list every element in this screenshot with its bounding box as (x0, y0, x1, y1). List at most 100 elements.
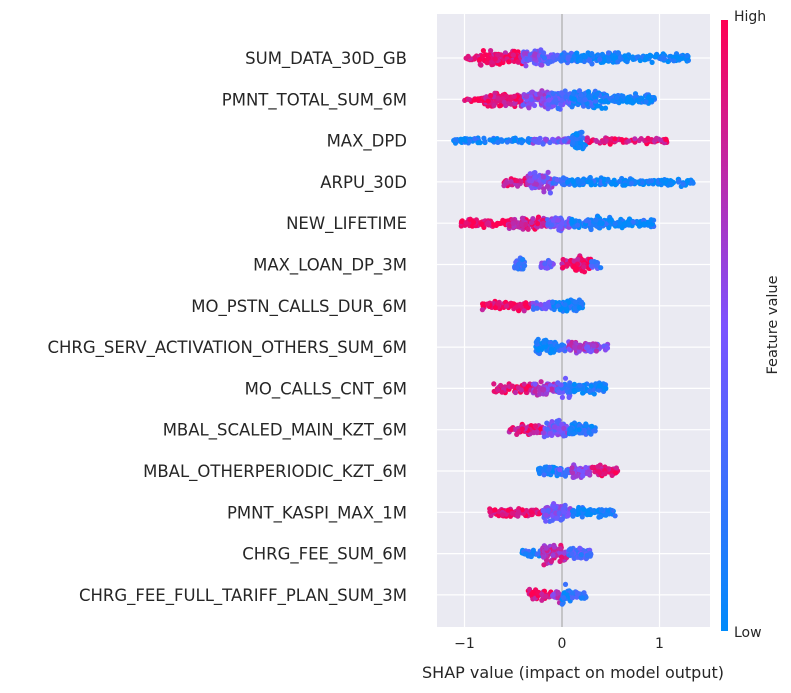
shap-point (523, 386, 529, 392)
shap-point (641, 221, 647, 227)
shap-point (563, 94, 569, 100)
shap-point (571, 381, 578, 387)
shap-point (663, 180, 669, 186)
shap-point (570, 513, 576, 519)
shap-point (562, 473, 569, 479)
shap-point (632, 136, 638, 142)
shap-point (558, 90, 565, 96)
shap-point (570, 179, 576, 185)
shap-point (588, 179, 594, 186)
shap-point (551, 137, 557, 143)
shap-point (509, 383, 516, 389)
shap-point (503, 303, 510, 309)
shap-point (581, 264, 587, 270)
shap-point (534, 551, 540, 557)
shap-point (665, 58, 671, 65)
shap-point (667, 181, 673, 187)
shap-point (562, 581, 569, 588)
shap-point (569, 595, 576, 601)
feature-label: CHRG_FEE_FULL_TARIFF_PLAN_SUM_3M (79, 586, 407, 606)
shap-point (569, 590, 576, 596)
shap-point (539, 62, 545, 68)
shap-point (598, 513, 604, 520)
shap-point (452, 137, 458, 143)
shap-point (533, 181, 540, 187)
shap-point (544, 183, 551, 189)
shap-point (612, 136, 618, 142)
shap-point (576, 427, 582, 433)
shap-point (585, 511, 591, 517)
shap-point (531, 52, 538, 58)
shap-point (648, 217, 654, 223)
shap-point (605, 57, 612, 63)
shap-point (588, 226, 594, 233)
shap-point (577, 545, 583, 551)
shap-point (536, 139, 542, 145)
feature-label: MBAL_SCALED_MAIN_KZT_6M (163, 421, 407, 441)
shap-point (649, 221, 655, 227)
shap-point (562, 375, 569, 381)
shap-point (581, 506, 587, 512)
shap-point (588, 349, 594, 355)
shap-point (569, 104, 575, 110)
shap-point (551, 544, 558, 550)
shap-point (562, 302, 568, 308)
shap-point (550, 217, 556, 224)
shap-point (559, 601, 565, 607)
shap-point (626, 138, 632, 144)
shap-point (572, 299, 578, 305)
shap-point (557, 224, 564, 230)
shap-point (540, 220, 546, 226)
shap-point (576, 305, 583, 311)
shap-point (520, 102, 526, 108)
shap-point (491, 102, 497, 109)
shap-point (649, 97, 655, 104)
shap-point (671, 58, 677, 64)
shap-point (479, 307, 485, 313)
shap-point (514, 265, 520, 271)
shap-point (541, 472, 547, 478)
shap-point (620, 93, 626, 99)
shap-point (492, 507, 498, 513)
feature-label: MO_CALLS_CNT_6M (245, 379, 407, 399)
feature-label: PMNT_TOTAL_SUM_6M (222, 90, 407, 110)
shap-point (610, 98, 616, 104)
shap-point (477, 140, 483, 146)
shap-point (555, 217, 561, 223)
shap-point (460, 136, 466, 143)
feature-labels: SUM_DATA_30D_GB PMNT_TOTAL_SUM_6M MAX_DPD A… (47, 49, 407, 606)
shap-point (472, 55, 478, 61)
shap-point (527, 57, 533, 63)
shap-point (559, 394, 566, 400)
shap-point (583, 218, 590, 224)
shap-point (548, 59, 554, 65)
shap-point (603, 385, 609, 391)
shap-point (558, 517, 564, 523)
shap-point (542, 464, 548, 470)
feature-row-points (463, 47, 692, 69)
shap-point (549, 222, 555, 228)
shap-point (532, 381, 538, 387)
feature-row-points (451, 129, 670, 152)
shap-point (597, 469, 603, 476)
shap-point (547, 190, 554, 196)
feature-label: PMNT_KASPI_MAX_1M (227, 503, 407, 523)
shap-point (598, 98, 604, 104)
shap-point (557, 467, 563, 473)
colorbar: High Low Feature value (721, 9, 781, 641)
shap-point (569, 465, 575, 471)
shap-point (530, 306, 537, 312)
shap-point (480, 301, 486, 307)
shap-point (570, 91, 576, 97)
shap-point (541, 386, 547, 393)
shap-point (533, 339, 539, 345)
shap-point (565, 179, 571, 185)
shap-point (572, 305, 578, 311)
shap-point (535, 347, 541, 353)
shap-point (560, 256, 566, 263)
feature-row-points (458, 213, 657, 234)
shap-point (643, 99, 649, 105)
shap-point (547, 259, 553, 265)
shap-point (545, 507, 551, 513)
shap-point (558, 102, 564, 108)
